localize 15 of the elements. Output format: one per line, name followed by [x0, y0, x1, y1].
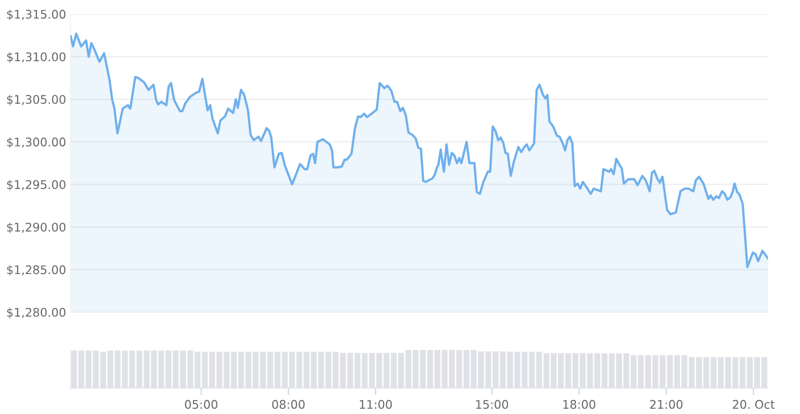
y-tick-label: $1,305.00 — [7, 94, 66, 106]
x-tick-label: 21:00 — [650, 400, 682, 409]
x-tick-label: 18:00 — [563, 400, 596, 409]
y-tick-label: $1,300.00 — [7, 137, 66, 148]
x-tick-label: 05:00 — [184, 400, 218, 409]
y-tick-label: $1,315.00 — [7, 10, 66, 20]
x-tick-label: 11:00 — [360, 400, 392, 409]
y-tick-label: $1,310.00 — [7, 52, 66, 63]
y-tick-label: $1,285.00 — [7, 265, 66, 276]
x-tick-label: 08:00 — [272, 400, 305, 409]
y-tick-label: $1,290.00 — [7, 222, 66, 234]
x-tick-label: 20. Oct — [732, 400, 775, 409]
y-tick-label: $1,295.00 — [7, 180, 66, 191]
y-tick-label: $1,280.00 — [7, 308, 66, 318]
x-tick-label: 15:00 — [476, 400, 508, 409]
